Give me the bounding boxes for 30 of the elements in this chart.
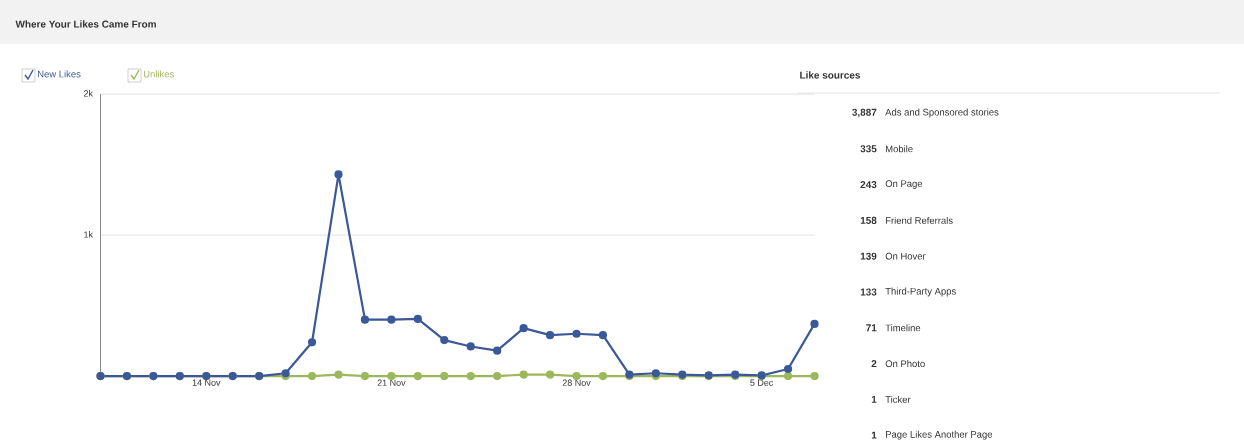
y-tick-label: 2k bbox=[83, 90, 93, 97]
category-label: Page Likes Another Page bbox=[885, 430, 993, 440]
text: Like sources bbox=[800, 71, 861, 79]
category-label: Ticker bbox=[885, 395, 911, 403]
text: 133 bbox=[860, 288, 877, 296]
text: 139 bbox=[860, 252, 877, 260]
category-label: Third-Party Apps bbox=[885, 287, 956, 297]
text: 1 bbox=[871, 395, 877, 403]
text: 1 bbox=[871, 431, 877, 439]
text: 71 bbox=[866, 324, 877, 332]
x-tick-label: 21 Nov bbox=[377, 379, 406, 386]
chart-title: Where Your Likes Came From bbox=[15, 20, 156, 28]
text: 335 bbox=[860, 145, 877, 153]
text: 3,887 bbox=[852, 108, 877, 118]
category-label: On Page bbox=[885, 180, 923, 189]
text: 158 bbox=[860, 216, 877, 224]
legend-label: Unlikes bbox=[143, 70, 174, 78]
category-label: On Photo bbox=[885, 360, 925, 368]
y-tick-label: 1k bbox=[84, 231, 93, 238]
category-label: On Hover bbox=[885, 252, 926, 260]
text: 2 bbox=[871, 360, 877, 368]
legend-label: New Likes bbox=[37, 70, 81, 78]
category-label: Timeline bbox=[885, 324, 921, 332]
x-tick-label: 14 Nov bbox=[192, 379, 221, 386]
category-label: Friend Referrals bbox=[885, 216, 953, 224]
text: 243 bbox=[860, 181, 877, 189]
category-label: Ads and Sponsored stories bbox=[885, 108, 999, 118]
category-label: Mobile bbox=[885, 145, 913, 153]
x-tick-label: 5 Dec bbox=[750, 379, 774, 386]
x-tick-label: 28 Nov bbox=[562, 379, 591, 386]
